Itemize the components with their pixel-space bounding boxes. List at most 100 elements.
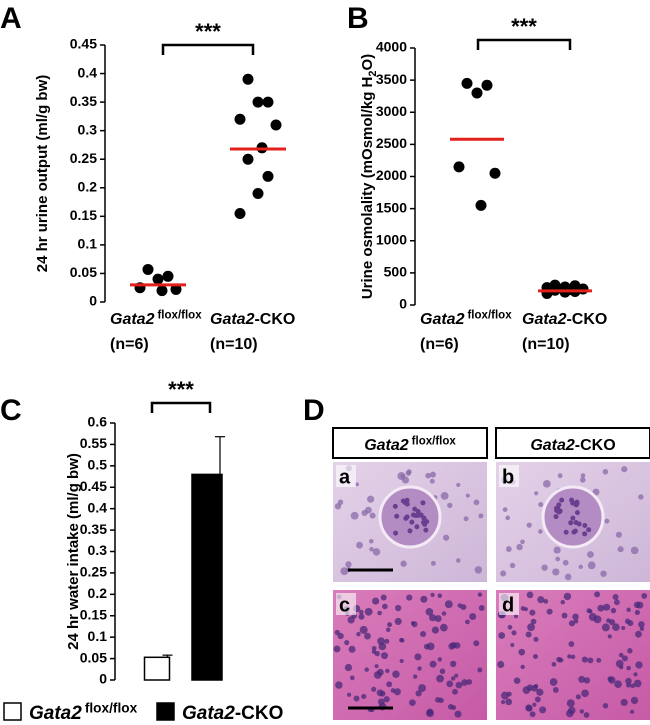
y-tick-label: 0 bbox=[399, 296, 407, 312]
nucleus bbox=[420, 595, 428, 603]
nucleus bbox=[587, 657, 594, 664]
y-tick-label: 0 bbox=[99, 671, 107, 687]
nucleus bbox=[522, 686, 531, 695]
nucleus bbox=[384, 638, 390, 644]
nucleus bbox=[530, 618, 537, 625]
nucleus bbox=[376, 689, 384, 697]
nucleus bbox=[500, 570, 507, 577]
y-tick-label: 0.2 bbox=[88, 585, 108, 601]
subpanel-letter-bg bbox=[499, 593, 519, 615]
nucleus bbox=[369, 546, 374, 552]
nucleus bbox=[532, 702, 537, 707]
subpanel-letter-bg bbox=[499, 465, 519, 487]
nucleus bbox=[553, 514, 559, 520]
data-point bbox=[270, 119, 282, 131]
bar bbox=[191, 473, 223, 681]
nucleus bbox=[581, 689, 589, 698]
nucleus bbox=[359, 625, 368, 634]
nucleus bbox=[404, 514, 410, 520]
nucleus bbox=[615, 531, 622, 538]
legend-swatch bbox=[3, 702, 22, 721]
nucleus bbox=[473, 499, 480, 506]
genotype-superscript: flox/flox bbox=[412, 435, 457, 447]
nucleus bbox=[563, 592, 572, 601]
data-point bbox=[262, 96, 274, 108]
y-tick-label: 0.05 bbox=[70, 264, 97, 280]
nucleus bbox=[439, 623, 448, 632]
column-header-box bbox=[495, 427, 650, 459]
y-tick-label: 500 bbox=[384, 264, 408, 280]
genotype-suffix: -CKO bbox=[566, 311, 607, 328]
nucleus bbox=[372, 548, 381, 556]
nucleus bbox=[526, 522, 532, 528]
group-size: (n=10) bbox=[522, 336, 570, 353]
bar bbox=[143, 656, 171, 681]
nucleus bbox=[601, 623, 610, 632]
nucleus bbox=[337, 632, 344, 640]
nucleus bbox=[429, 478, 435, 484]
nucleus bbox=[455, 681, 463, 689]
nucleus bbox=[350, 511, 359, 520]
nucleus bbox=[367, 495, 375, 503]
nucleus bbox=[452, 688, 458, 695]
nucleus bbox=[602, 469, 609, 475]
column-header-box bbox=[332, 427, 488, 459]
nucleus bbox=[626, 607, 631, 612]
gene-name: Gata2 bbox=[182, 703, 235, 724]
y-tick-label: 0.25 bbox=[70, 150, 97, 166]
nucleus bbox=[413, 674, 418, 679]
nucleus bbox=[477, 667, 483, 673]
nucleus bbox=[414, 524, 420, 530]
nucleus bbox=[511, 630, 517, 636]
nucleus bbox=[567, 654, 572, 659]
nucleus bbox=[606, 618, 611, 623]
nucleus bbox=[583, 677, 591, 684]
nucleus bbox=[361, 693, 367, 700]
nucleus bbox=[441, 611, 447, 616]
y-axis-label: Urine osmolality (mOsmol/kg H2O) bbox=[359, 54, 379, 299]
data-point bbox=[152, 273, 164, 285]
nucleus bbox=[575, 694, 581, 700]
nucleus bbox=[409, 519, 415, 525]
nucleus bbox=[438, 697, 444, 704]
gene-name: Gata2 bbox=[420, 311, 465, 328]
nucleus bbox=[417, 666, 422, 671]
nucleus bbox=[415, 690, 422, 697]
y-axis-label: 24 hr urine output (ml/g bw) bbox=[34, 75, 51, 273]
y-tick-label: 0.25 bbox=[80, 564, 107, 580]
nucleus bbox=[556, 656, 562, 663]
genotype-superscript: flox/flox bbox=[467, 309, 512, 321]
nucleus bbox=[404, 501, 410, 507]
y-tick-label: 3000 bbox=[376, 103, 407, 119]
nucleus bbox=[369, 512, 376, 519]
nucleus bbox=[573, 619, 579, 624]
nucleus bbox=[425, 608, 434, 616]
nucleus bbox=[638, 494, 644, 500]
nucleus bbox=[394, 513, 400, 519]
nucleus bbox=[382, 603, 388, 610]
nucleus bbox=[356, 541, 363, 549]
nucleus bbox=[406, 594, 413, 601]
nucleus bbox=[414, 653, 422, 661]
y-tick-label: 0.3 bbox=[78, 121, 98, 137]
nucleus bbox=[552, 568, 560, 576]
nucleus bbox=[393, 688, 401, 696]
nucleus bbox=[446, 680, 454, 688]
gene-name: Gata2 bbox=[110, 311, 155, 328]
nucleus bbox=[456, 482, 461, 487]
genotype-label: Gata2 flox/flox bbox=[29, 700, 138, 724]
nucleus bbox=[630, 709, 635, 714]
nucleus bbox=[371, 645, 377, 651]
nucleus bbox=[520, 539, 525, 545]
nucleus bbox=[546, 608, 553, 615]
nucleus bbox=[633, 672, 638, 677]
nucleus bbox=[380, 652, 389, 660]
nucleus bbox=[423, 527, 429, 533]
y-tick-label: 0.2 bbox=[78, 178, 98, 194]
y-tick-label: 0.6 bbox=[88, 414, 108, 430]
nucleus bbox=[555, 556, 561, 562]
nucleus bbox=[621, 466, 628, 473]
nucleus bbox=[603, 603, 611, 611]
nucleus bbox=[578, 675, 586, 683]
